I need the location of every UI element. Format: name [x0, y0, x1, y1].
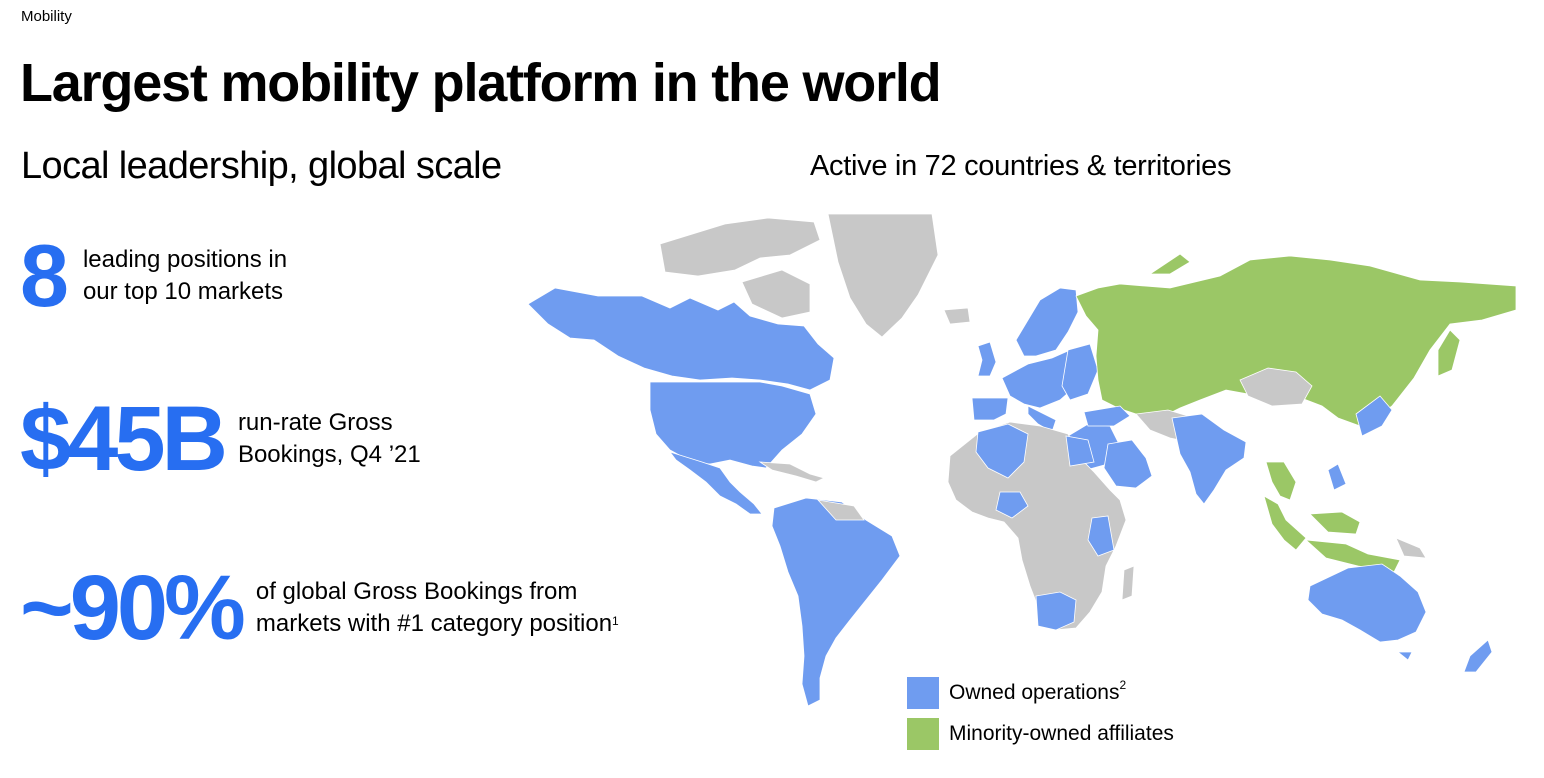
- united-kingdom: [977, 341, 997, 377]
- stat-description-text: markets with #1 category position: [255, 610, 613, 637]
- stat-description-line: of global Gross Bookings from: [255, 578, 578, 605]
- south-america: [771, 497, 901, 707]
- southeast-asia: [1265, 461, 1297, 501]
- legend-label-text: Owned operations: [949, 681, 1120, 704]
- arctic-islands: [659, 217, 821, 277]
- stat-value: $45B: [20, 388, 228, 490]
- section-label: Mobility: [21, 8, 72, 25]
- scandinavia: [1015, 287, 1079, 357]
- stat-description-line: Bookings, Q4 ’21: [237, 441, 421, 468]
- map-title: Active in 72 countries & territories: [810, 150, 1232, 182]
- stat-description: of global Gross Bookings from markets wi…: [256, 576, 619, 640]
- arctic-islands: [741, 269, 811, 319]
- footnote-marker: 2: [1119, 678, 1127, 692]
- arabian-peninsula: [1103, 439, 1153, 489]
- guianas: [816, 499, 865, 521]
- arctic-russia: [1148, 253, 1191, 275]
- stat-description-line: our top 10 markets: [82, 278, 284, 305]
- south-asia: [1171, 413, 1247, 505]
- stat-description: run-rate Gross Bookings, Q4 ’21: [238, 407, 421, 471]
- legend-label: Owned operations2: [949, 678, 1127, 705]
- iceland: [943, 307, 971, 325]
- page-subtitle: Local leadership, global scale: [21, 145, 502, 187]
- legend-label: Minority-owned affiliates: [949, 722, 1174, 745]
- north-africa: [975, 423, 1029, 479]
- legend-item-minority: Minority-owned affiliates: [907, 717, 1174, 751]
- southern-africa: [1035, 591, 1077, 631]
- greenland: [827, 213, 939, 338]
- north-america-north: [527, 287, 835, 391]
- indonesia: [1304, 539, 1401, 573]
- stat-value: 8: [20, 226, 69, 325]
- world-map: [527, 213, 1517, 707]
- new-guinea: [1395, 537, 1427, 559]
- footnote-marker: 1: [612, 614, 619, 628]
- east-africa: [1087, 515, 1115, 557]
- egypt: [1065, 435, 1095, 467]
- legend-swatch-minority: [907, 718, 939, 750]
- australia: [1307, 563, 1427, 643]
- turkey: [1083, 405, 1131, 427]
- stat-leading-positions: 8 leading positions in our top 10 market…: [20, 232, 287, 320]
- madagascar: [1121, 565, 1135, 601]
- tasmania: [1396, 651, 1413, 661]
- united-states: [649, 381, 817, 469]
- malay-peninsula: [1263, 495, 1307, 551]
- legend-swatch-owned: [907, 677, 939, 709]
- mexico-central-america: [668, 451, 763, 515]
- taiwan-philippines: [1327, 463, 1347, 491]
- new-zealand: [1463, 639, 1493, 673]
- stat-description-line: markets with #1 category position1: [256, 608, 619, 640]
- stat-category-share: ~90% of global Gross Bookings from marke…: [20, 562, 619, 654]
- map-legend: Owned operations2 Minority-owned affilia…: [907, 676, 1174, 758]
- japan-korea: [1355, 395, 1393, 437]
- legend-item-owned: Owned operations2: [907, 676, 1174, 710]
- page-title: Largest mobility platform in the world: [20, 53, 942, 113]
- mongolia: [1239, 367, 1313, 407]
- russia-far-east: [1437, 329, 1461, 377]
- indonesia-philippines: [1309, 511, 1361, 535]
- eastern-europe: [1061, 343, 1099, 401]
- stat-description-line: run-rate Gross: [237, 409, 393, 436]
- iberia: [971, 397, 1009, 421]
- west-africa: [995, 491, 1029, 519]
- caribbean: [758, 461, 826, 483]
- stat-gross-bookings: $45B run-rate Gross Bookings, Q4 ’21: [20, 393, 421, 485]
- stat-description-line: leading positions in: [82, 246, 288, 273]
- stat-description: leading positions in our top 10 markets: [83, 244, 287, 308]
- stat-value: ~90%: [20, 557, 246, 659]
